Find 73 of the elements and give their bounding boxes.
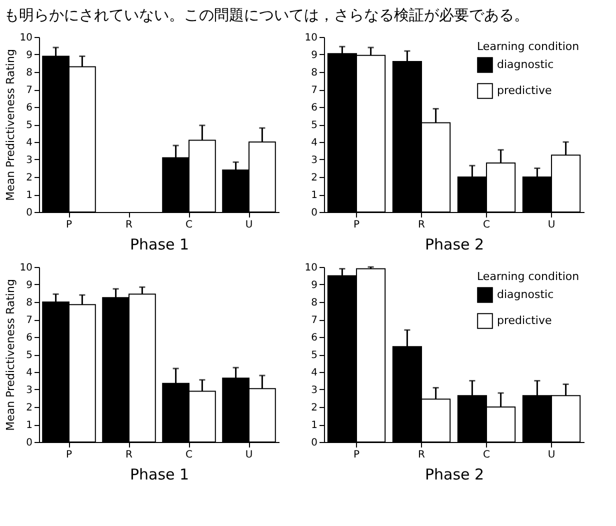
y-tick-label: 6 (311, 102, 318, 114)
x-tick-label: U (548, 220, 556, 230)
y-tick-label: 8 (311, 68, 318, 78)
y-tick-label: 2 (311, 172, 318, 184)
x-tick-label: P (353, 450, 360, 460)
y-tick-label: 6 (26, 102, 32, 114)
y-tick-label: 9 (26, 280, 32, 291)
x-tick-label: U (548, 450, 556, 460)
y-tick-label: 0 (26, 438, 32, 448)
y-tick-label: 8 (26, 298, 32, 308)
x-axis-title: Phase 1 (130, 236, 190, 254)
x-tick-label: C (186, 450, 193, 460)
x-tick-label: U (245, 450, 253, 460)
x-tick-label: R (418, 220, 426, 230)
y-tick-label: 10 (20, 262, 32, 274)
y-tick-label: 10 (20, 32, 32, 44)
x-axis-title: Phase 1 (130, 466, 190, 484)
y-tick-label: 1 (311, 190, 318, 201)
y-tick-label: 0 (311, 438, 318, 448)
y-tick-label: 8 (26, 68, 32, 78)
x-tick-label: P (353, 220, 360, 230)
legend-label: diagnostic (497, 58, 554, 71)
y-tick-label: 5 (26, 350, 32, 361)
y-tick-label: 8 (311, 298, 318, 308)
x-axis-title: Phase 2 (424, 236, 484, 254)
y-tick-label: 5 (311, 120, 318, 131)
y-tick-label: 7 (311, 85, 318, 96)
y-tick-label: 7 (311, 315, 318, 326)
y-tick-label: 9 (26, 50, 32, 61)
y-tick-label: 5 (311, 350, 318, 361)
legend-label: predictive (497, 84, 552, 97)
y-tick-label: 2 (311, 402, 318, 414)
y-axis-title: Mean Predictiveness Rating (4, 49, 17, 201)
legend-label: diagnostic (497, 288, 554, 301)
y-tick-label: 7 (26, 85, 32, 96)
y-tick-label: 4 (26, 368, 32, 378)
y-tick-label: 5 (26, 120, 32, 131)
y-tick-label: 1 (311, 420, 318, 431)
legend-title: Learning condition (477, 270, 580, 283)
y-tick-label: 6 (26, 332, 32, 344)
legend-label: predictive (497, 314, 552, 327)
x-axis-title: Phase 2 (424, 466, 484, 484)
x-tick-label: C (186, 220, 193, 230)
y-tick-label: 6 (311, 332, 318, 344)
y-tick-label: 0 (26, 208, 32, 218)
x-tick-label: C (483, 220, 490, 230)
x-tick-label: R (418, 450, 426, 460)
y-tick-label: 9 (311, 280, 318, 291)
y-tick-label: 3 (26, 155, 32, 166)
x-tick-label: C (483, 450, 490, 460)
text: も明らかにされていない。この問題については，さらなる検証が必要である。 (4, 6, 530, 25)
x-tick-label: R (126, 450, 133, 460)
y-tick-label: 2 (26, 172, 32, 184)
y-tick-label: 3 (26, 385, 32, 396)
legend-title: Learning condition (477, 40, 580, 53)
x-tick-label: P (66, 220, 72, 230)
y-tick-label: 4 (311, 368, 318, 378)
y-tick-label: 10 (304, 32, 318, 44)
y-tick-label: 3 (311, 155, 318, 166)
x-tick-label: U (245, 220, 253, 230)
y-tick-label: 1 (26, 190, 32, 201)
y-tick-label: 7 (26, 315, 32, 326)
x-tick-label: R (126, 220, 133, 230)
y-tick-label: 10 (304, 262, 318, 274)
y-tick-label: 9 (311, 50, 318, 61)
x-tick-label: P (66, 450, 72, 460)
y-tick-label: 0 (311, 208, 318, 218)
y-tick-label: 4 (311, 138, 318, 148)
y-tick-label: 3 (311, 385, 318, 396)
y-tick-label: 2 (26, 402, 32, 414)
y-tick-label: 1 (26, 420, 32, 431)
y-tick-label: 4 (26, 138, 32, 148)
y-axis-title: Mean Predictiveness Rating (4, 279, 17, 431)
